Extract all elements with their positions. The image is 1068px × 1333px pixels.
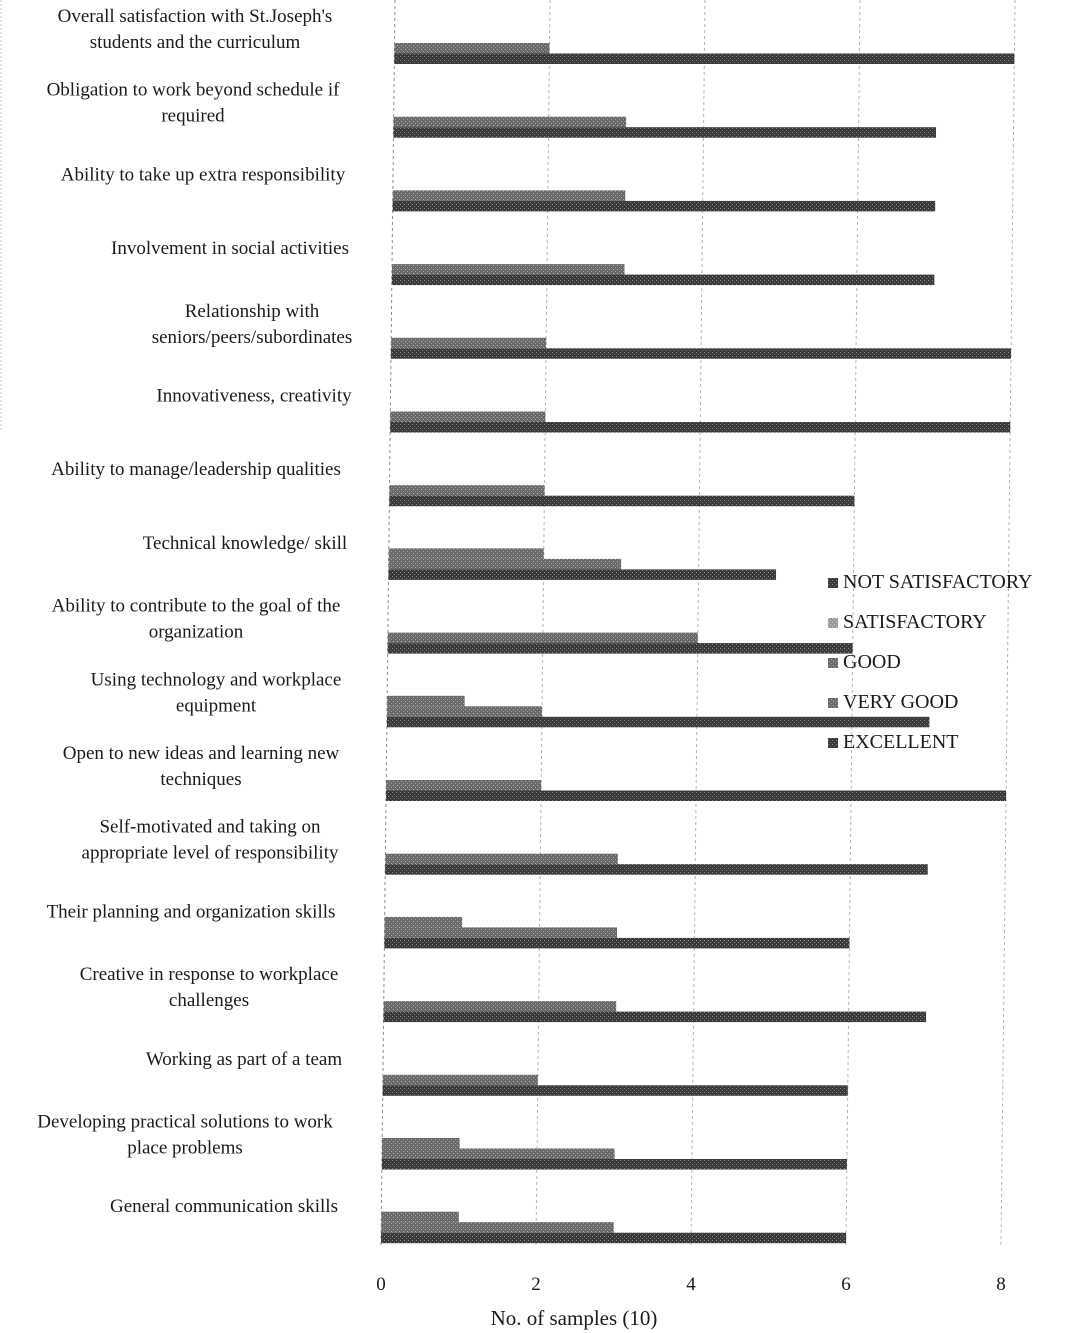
bar-good [384,916,463,928]
category-label: organization [149,622,244,643]
category-label: Relationship with [185,301,320,322]
bar-excellent [386,790,1007,801]
category-label: place problems [127,1138,243,1159]
category-label: Ability to take up extra responsibility [61,164,346,185]
legend-swatch [828,618,838,628]
bar-excellent [391,274,935,286]
bar-very-good [381,1222,614,1233]
bar-very-good [391,337,547,349]
bar-excellent [384,937,850,949]
category-label: challenges [169,990,249,1011]
bar-very-good [385,853,618,865]
category-label: Creative in response to workplace [80,964,339,985]
x-tick-label: 4 [686,1274,696,1295]
bar-excellent [381,1232,847,1244]
gridline [535,0,551,1246]
gridline [380,0,396,1246]
category-label: Technical knowledge/ skill [143,533,347,554]
bar-very-good [384,927,618,938]
category-labels: Overall satisfaction with St.Joseph's stu… [37,6,352,1217]
bar-excellent [389,495,855,507]
category-label: Developing practical solutions to work [37,1112,333,1133]
bar-very-good [386,780,542,791]
category-label: Innovativeness, creativity [156,386,352,407]
bar-very-good [386,706,542,717]
bar-very-good [383,1001,617,1012]
legend: NOT SATISFACTORY SATISFACTORY GOOD VERY GOO… [828,571,1033,753]
category-label: Open to new ideas and learning new [63,743,340,764]
bar-very-good [392,190,626,201]
bar-very-good [389,485,545,496]
bar-very-good [391,264,625,275]
category-label: Obligation to work beyond schedule if [47,80,341,101]
bar-excellent [388,569,777,580]
bar-very-good [382,1074,538,1086]
bar-good [387,695,465,707]
category-label: required [161,106,225,127]
legend-swatch [828,738,838,748]
bar-excellent [393,127,937,138]
category-label: equipment [176,695,257,716]
legend-swatch [828,578,838,588]
bar-very-good [387,632,698,644]
legend-swatch [828,698,838,708]
bar-good [381,1211,459,1223]
bar-excellent [381,1159,847,1170]
category-label: Working as part of a team [146,1049,343,1070]
bar-good [388,548,544,559]
bar-very-good [388,558,622,570]
category-label: seniors/peers/subordinates [152,327,353,348]
bar-excellent [385,864,928,875]
legend-label: SATISFACTORY [843,611,987,633]
category-label: students and the curriculum [90,32,301,53]
x-axis-title: No. of samples (10) [491,1306,658,1330]
bar-excellent [392,200,936,212]
bar-excellent [390,422,1011,433]
category-label: Using technology and workplace [91,669,342,690]
gridline [1000,0,1016,1246]
x-tick-label: 0 [376,1274,386,1295]
legend-label: GOOD [843,651,901,673]
legend-swatch [828,658,838,668]
legend-label: NOT SATISFACTORY [843,571,1033,593]
gridline [690,0,706,1246]
bar-excellent [386,716,930,728]
bar-excellent [394,53,1015,64]
bar-good [382,1138,460,1149]
bar-very-good [394,43,550,54]
x-tick-label: 6 [841,1274,851,1295]
bar-very-good [393,116,627,128]
category-label: Ability to contribute to the goal of the [52,596,341,617]
bar-excellent [387,643,853,654]
bar-very-good [382,1148,615,1159]
bar-excellent [391,348,1012,359]
category-label: Overall satisfaction with St.Joseph's [58,6,333,27]
bar-very-good [390,411,546,422]
bar-excellent [382,1085,848,1096]
category-label: techniques [160,769,241,790]
category-label: General communication skills [110,1196,338,1217]
category-label: appropriate level of responsibility [82,843,339,864]
category-label: Self-motivated and taking on [99,817,321,838]
category-label: Their planning and organization skills [47,901,336,922]
x-axis-ticks: 0246810 [376,1274,1006,1295]
x-tick-label: 8 [996,1274,1006,1295]
bar-excellent [383,1011,927,1023]
legend-label: VERY GOOD [843,691,958,713]
bars [381,43,1015,1244]
category-label: Ability to manage/leadership qualities [51,459,341,480]
category-label: Involvement in social activities [111,238,349,259]
x-tick-label: 2 [531,1274,541,1295]
legend-label: EXCELLENT [843,731,959,753]
